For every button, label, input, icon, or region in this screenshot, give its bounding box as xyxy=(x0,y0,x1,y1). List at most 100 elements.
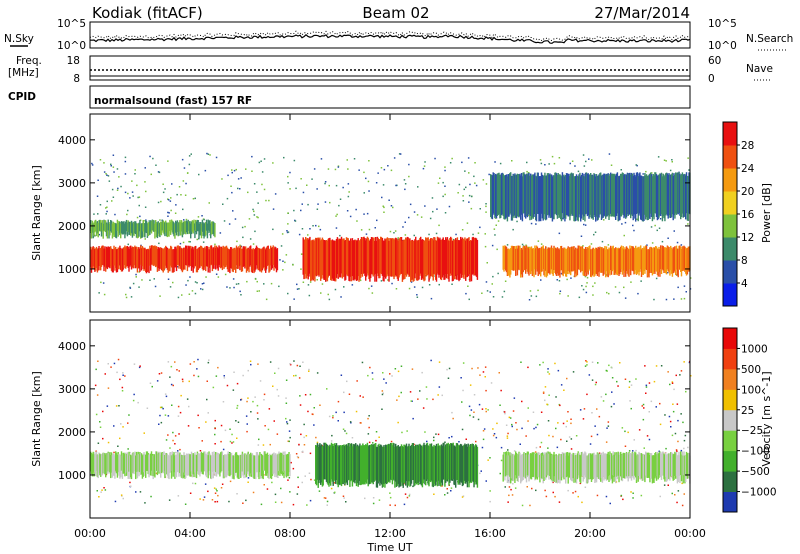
echo-speck xyxy=(605,369,608,372)
echo-band xyxy=(164,455,166,479)
echo-band xyxy=(100,220,102,232)
echo-band xyxy=(333,443,335,482)
echo-band xyxy=(183,247,185,270)
echo-speck xyxy=(479,226,481,229)
echo-speck xyxy=(540,411,543,413)
echo-speck xyxy=(223,220,226,222)
echo-band xyxy=(577,451,579,475)
echo-band xyxy=(630,454,633,481)
echo-speck xyxy=(287,212,289,214)
echo-speck xyxy=(581,285,583,287)
echo-speck xyxy=(413,443,415,446)
echo-band xyxy=(515,453,518,479)
echo-speck xyxy=(398,395,400,398)
echo-speck xyxy=(671,161,673,163)
echo-speck xyxy=(112,154,115,156)
echo-speck xyxy=(365,233,368,235)
echo-band xyxy=(172,249,174,273)
echo-band xyxy=(660,247,663,274)
echo-band xyxy=(413,446,415,487)
echo-band xyxy=(645,174,648,218)
echo-band xyxy=(140,223,142,239)
echo-band xyxy=(579,245,581,271)
echo-speck xyxy=(560,272,563,275)
echo-band xyxy=(542,245,544,269)
echo-speck xyxy=(315,436,317,439)
echo-band xyxy=(523,172,525,214)
echo-band xyxy=(570,453,572,480)
echo-speck xyxy=(364,497,366,500)
echo-speck xyxy=(353,158,356,160)
echo-band xyxy=(370,239,372,279)
echo-band xyxy=(530,247,532,275)
echo-band xyxy=(175,248,178,272)
echo-band xyxy=(615,248,618,275)
echo-band xyxy=(592,453,594,479)
echo-band xyxy=(648,174,650,219)
echo-speck xyxy=(361,361,364,364)
echo-band xyxy=(375,443,377,480)
echo-speck xyxy=(211,499,214,501)
echo-band xyxy=(520,173,523,215)
echo-band xyxy=(185,453,188,476)
echo-band xyxy=(542,175,544,221)
echo-band xyxy=(165,220,167,233)
echo-band xyxy=(395,446,398,487)
echo-band xyxy=(190,451,193,472)
echo-band xyxy=(603,173,605,216)
echo-band xyxy=(553,451,555,477)
echo-speck xyxy=(473,175,475,178)
echo-speck xyxy=(346,210,349,212)
echo-speck xyxy=(170,365,173,368)
echo-speck xyxy=(571,160,574,162)
echo-speck xyxy=(107,363,109,365)
echo-speck xyxy=(236,240,238,243)
echo-band xyxy=(350,240,353,282)
echo-band xyxy=(505,451,508,475)
echo-speck xyxy=(577,170,580,173)
echo-speck xyxy=(548,394,550,396)
echo-speck xyxy=(269,443,271,446)
echo-speck xyxy=(164,393,167,395)
echo-speck xyxy=(297,486,299,488)
echo-speck xyxy=(535,446,538,449)
echo-band xyxy=(660,172,663,215)
echo-band xyxy=(658,452,660,478)
x-tick-label: 04:00 xyxy=(174,527,206,540)
echo-band xyxy=(138,454,140,477)
echo-speck xyxy=(426,398,428,400)
echo-speck xyxy=(485,211,487,213)
echo-band xyxy=(548,247,550,274)
echo-band xyxy=(635,245,637,270)
echo-speck xyxy=(614,286,617,288)
echo-speck xyxy=(408,175,410,178)
echo-speck xyxy=(578,296,581,299)
echo-band xyxy=(135,221,137,235)
echo-band xyxy=(470,444,473,483)
echo-band xyxy=(149,453,151,476)
echo-band xyxy=(208,246,210,268)
echo-band xyxy=(624,173,626,217)
echo-speck xyxy=(206,152,208,155)
echo-band xyxy=(99,248,101,271)
echo-band xyxy=(520,175,522,220)
echo-speck xyxy=(505,424,508,426)
echo-speck xyxy=(383,206,385,209)
echo-band xyxy=(657,453,659,480)
echo-band xyxy=(309,236,311,274)
echo-speck xyxy=(479,374,481,376)
echo-speck xyxy=(462,362,465,364)
echo-speck xyxy=(637,292,639,295)
echo-speck xyxy=(408,163,410,166)
echo-band xyxy=(147,248,149,272)
echo-speck xyxy=(413,234,415,237)
echo-band xyxy=(394,238,396,277)
echo-band xyxy=(361,238,364,277)
echo-speck xyxy=(222,203,224,205)
echo-band xyxy=(474,445,476,485)
echo-speck xyxy=(102,282,105,284)
echo-band xyxy=(651,248,654,276)
echo-band xyxy=(505,246,507,271)
echo-speck xyxy=(215,375,218,377)
echo-band xyxy=(523,452,525,477)
